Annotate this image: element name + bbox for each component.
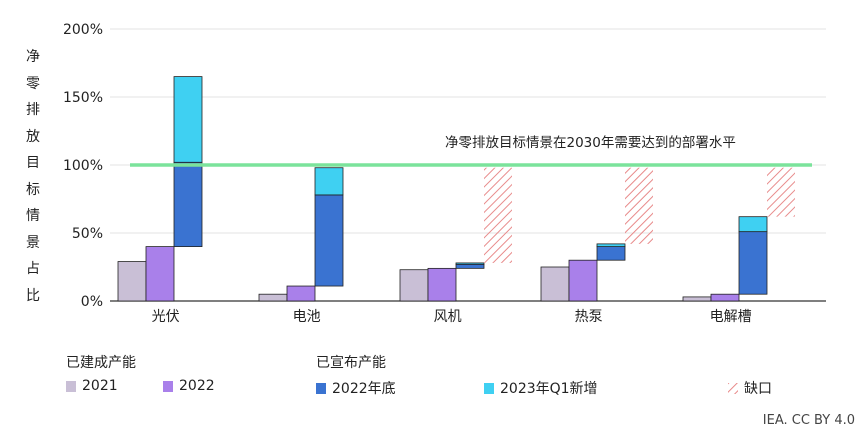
- bar-2022: [286, 285, 316, 302]
- legend-item-2021: 2021: [66, 378, 118, 394]
- y-tick-label: 150%: [63, 90, 103, 106]
- bar-2021: [258, 293, 288, 302]
- y-tick-labels: 0% 50% 100% 150% 200%: [63, 22, 103, 310]
- bar-2023q1: [314, 167, 344, 196]
- bar-2023q1: [455, 262, 485, 265]
- legend-label-2022: 2022: [179, 378, 215, 394]
- legend-label-2021: 2021: [82, 378, 118, 394]
- bar-2022: [710, 293, 740, 302]
- legend-label-2022-end: 2022年底: [332, 381, 396, 397]
- x-tick-label: 电解槽: [710, 309, 752, 325]
- bar-2022-end: [173, 161, 203, 247]
- x-tick-label: 风机: [434, 309, 462, 325]
- legend-swatch-gap: [728, 382, 738, 394]
- x-tick-labels: 光伏 电池 风机 热泵 电解槽: [152, 309, 752, 325]
- legend-label-gap: 缺口: [744, 381, 772, 397]
- legend-swatch-2022: [163, 380, 173, 392]
- legend-group-announced: 已宣布产能: [316, 355, 386, 371]
- y-tick-label: 0%: [81, 294, 103, 310]
- bar-2021: [682, 296, 712, 302]
- bar-gap: [484, 167, 512, 263]
- y-tick-label: 200%: [63, 22, 103, 38]
- bar-2023q1: [173, 76, 203, 163]
- bar-2022: [568, 259, 598, 302]
- bars: [117, 76, 795, 302]
- x-tick-label: 电池: [293, 309, 321, 325]
- y-tick-label: 100%: [63, 158, 103, 174]
- bar-2022-end: [314, 194, 344, 287]
- target-line-label: 净零排放目标情景在2030年需要达到的部署水平: [445, 135, 736, 151]
- bar-2022-end: [455, 263, 485, 269]
- bar-2023q1: [738, 216, 768, 233]
- legend-label-2023q1: 2023年Q1新增: [500, 381, 598, 397]
- bar-2021: [117, 261, 147, 302]
- bar-2022-end: [596, 246, 626, 261]
- legend-item-gap: 缺口: [728, 378, 772, 398]
- credit-text: IEA. CC BY 4.0: [762, 413, 855, 428]
- legend-swatch-2023q1: [484, 382, 494, 394]
- bar-2021: [540, 266, 570, 302]
- bar-2022: [427, 267, 457, 302]
- bar-2022: [145, 246, 175, 302]
- bar-2021: [399, 269, 429, 302]
- legend-item-2022: 2022: [163, 378, 215, 394]
- x-tick-label: 热泵: [575, 309, 603, 325]
- bar-gap: [625, 167, 653, 244]
- bar-2023q1: [596, 243, 626, 248]
- legend-swatch-2021: [66, 380, 76, 392]
- y-axis-label: 净零排放目标情景占比: [26, 49, 40, 304]
- y-tick-label: 50%: [72, 226, 103, 242]
- legend-item-2022-end: 2022年底: [316, 378, 396, 398]
- bar-2022-end: [738, 231, 768, 295]
- x-tick-label: 光伏: [152, 309, 180, 325]
- target-line-group: 净零排放目标情景在2030年需要达到的部署水平: [130, 135, 812, 167]
- legend-group-built: 已建成产能: [66, 355, 136, 371]
- legend-item-2023q1: 2023年Q1新增: [484, 378, 598, 398]
- legend-swatch-2022-end: [316, 382, 326, 394]
- bar-gap: [767, 167, 795, 217]
